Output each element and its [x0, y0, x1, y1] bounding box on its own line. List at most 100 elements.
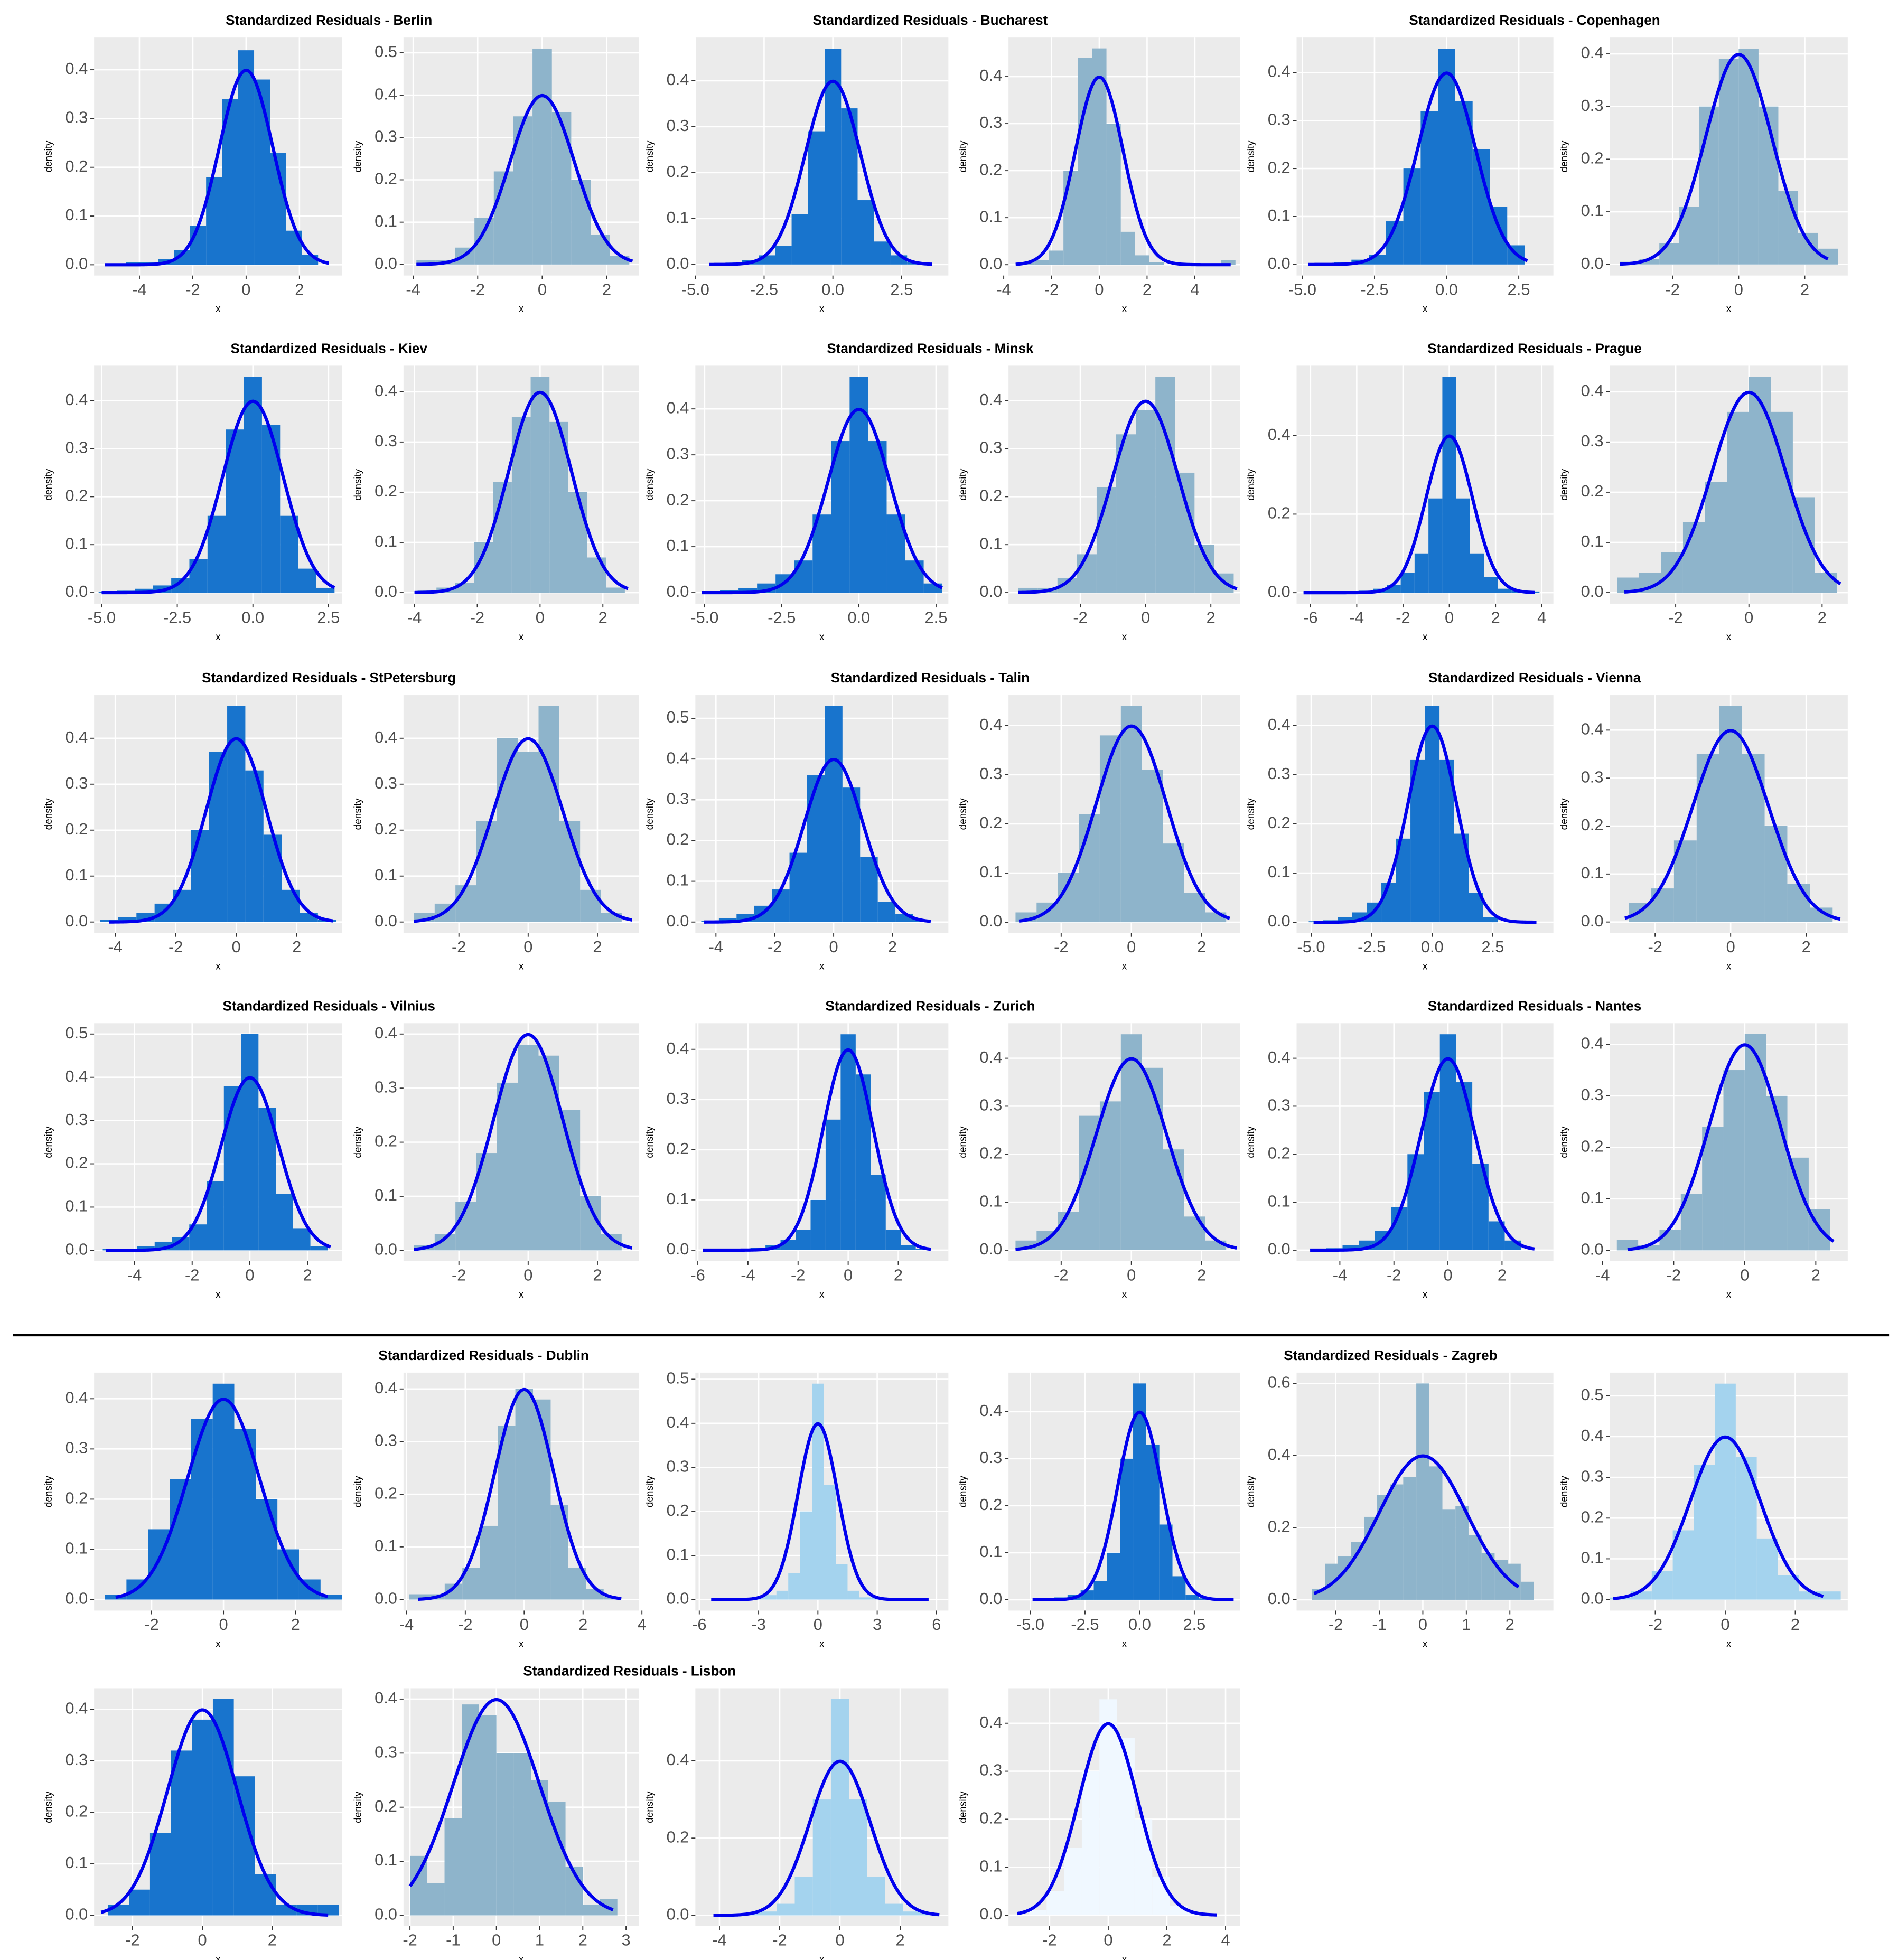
bar — [849, 1799, 867, 1916]
panel: -4 -2 0 2 0.0 0.1 0.2 0.3 0.4 x density — [1246, 1023, 1554, 1300]
density-curve — [1313, 724, 1537, 924]
bar — [256, 1499, 278, 1600]
x-tick-label: 0 — [523, 937, 532, 956]
x-tick-label: 0 — [1445, 608, 1454, 627]
bar — [1764, 826, 1788, 922]
x-tick-label: -2 — [185, 280, 200, 298]
y-tick-label: 0.3 — [375, 127, 397, 145]
y-tick-label: 0.1 — [979, 1542, 1002, 1561]
bar — [317, 1905, 339, 1916]
density-curve — [416, 93, 633, 266]
x-tick-label: -4 — [407, 608, 422, 627]
y-tick-label: 0.0 — [979, 1240, 1002, 1258]
y-tick-label: 0.2 — [979, 1495, 1002, 1514]
x-tick-label: 2 — [1491, 608, 1500, 627]
x-tick-label: 2 — [894, 1265, 903, 1284]
bar — [1414, 553, 1429, 593]
y-tick-label: 0.3 — [979, 764, 1002, 783]
y-axis-title: density — [43, 1476, 54, 1508]
y-tick-label: 0.0 — [979, 1905, 1002, 1923]
y-tick-label: 0.0 — [1581, 254, 1604, 273]
x-tick-label: 2 — [292, 937, 301, 956]
y-tick-label: 0.4 — [1268, 1048, 1291, 1066]
bar — [874, 241, 891, 265]
x-axis-title: x — [216, 1954, 221, 1960]
y-tick-label: 0.0 — [1268, 1589, 1291, 1608]
bar — [903, 1911, 921, 1916]
bar — [1120, 231, 1135, 265]
y-tick-label: 0.2 — [1268, 1143, 1291, 1162]
bar — [583, 1905, 600, 1916]
x-tick-label: -5.0 — [1297, 937, 1325, 956]
x-tick-label: 4 — [1221, 1931, 1230, 1949]
x-tick-label: 0 — [1141, 608, 1150, 627]
y-tick-label: 0.2 — [65, 1154, 88, 1172]
chart-title: Standardized Residuals - Dublin — [378, 1347, 588, 1363]
x-tick-label: -3 — [751, 1615, 765, 1634]
y-tick-label: 0.2 — [1581, 149, 1604, 167]
x-tick-label: 0 — [844, 1265, 853, 1284]
y-tick-label: 0.2 — [979, 1143, 1002, 1162]
y-tick-label: 0.3 — [979, 1761, 1002, 1779]
x-tick-label: -1 — [1372, 1615, 1386, 1634]
x-axis-title: x — [519, 1954, 524, 1960]
bar — [857, 200, 874, 265]
y-tick-label: 0.0 — [979, 254, 1002, 273]
bar — [515, 1389, 534, 1600]
bar — [764, 1595, 777, 1600]
y-tick-label: 0.0 — [667, 254, 689, 273]
bar — [842, 787, 861, 922]
y-tick-label: 0.4 — [667, 1413, 689, 1431]
density-curve — [1310, 1057, 1535, 1252]
bar — [1520, 1581, 1534, 1600]
y-tick-label: 0.3 — [375, 774, 397, 792]
y-tick-label: 0.2 — [375, 1797, 397, 1815]
bar — [479, 1715, 497, 1916]
panel: -6 -4 -2 0 2 0.0 0.1 0.2 0.3 0.4 x density — [644, 1023, 949, 1300]
x-tick-label: 2 — [593, 1265, 602, 1284]
y-tick-label: 0.3 — [667, 789, 689, 808]
x-tick-label: 2 — [602, 280, 611, 298]
bar — [901, 1245, 916, 1250]
chart-title: Standardized Residuals - Vienna — [1428, 670, 1641, 686]
bar — [1338, 917, 1352, 923]
chart-title: Standardized Residuals - Kiev — [231, 340, 428, 356]
bar — [808, 131, 825, 265]
bar — [320, 1595, 342, 1600]
density-curve — [1624, 729, 1841, 921]
y-axis-title: density — [352, 1791, 363, 1823]
density-curve — [1015, 1057, 1237, 1251]
y-tick-label: 0.2 — [979, 1809, 1002, 1827]
bar — [1081, 1771, 1100, 1916]
bar — [129, 1889, 150, 1916]
density-curve — [1017, 1722, 1217, 1917]
x-tick-label: 0 — [1726, 937, 1735, 956]
bar — [1651, 1571, 1673, 1600]
bar — [1390, 1484, 1404, 1600]
panel: -4 -2 0 2 0.0 0.1 0.2 0.3 0.4 x density — [43, 37, 342, 315]
density-curve — [1303, 434, 1535, 595]
x-tick-label: 2 — [295, 280, 304, 298]
bar — [1694, 1465, 1715, 1600]
panel: -2 0 2 0.0 0.1 0.2 0.3 0.4 x density — [1559, 37, 1848, 315]
x-tick-label: -5.0 — [1016, 1615, 1044, 1634]
y-tick-label: 0.1 — [375, 212, 397, 230]
x-tick-label: -2.5 — [1358, 937, 1386, 956]
bar — [772, 889, 790, 922]
x-axis-title: x — [1423, 1289, 1428, 1300]
panel: -5.0 -2.5 0.0 2.5 0.0 0.1 0.2 0.3 0.4 x density — [958, 1372, 1240, 1649]
y-tick-label: 0.1 — [1581, 1549, 1604, 1567]
y-tick-label: 0.5 — [667, 1369, 689, 1387]
bar — [559, 1110, 581, 1251]
bar — [867, 1877, 885, 1916]
x-tick-label: 3 — [622, 1931, 631, 1949]
y-tick-label: 0.2 — [667, 1139, 689, 1158]
x-tick-label: -4 — [1333, 1265, 1347, 1284]
y-tick-label: 0.4 — [375, 381, 397, 400]
bar — [191, 830, 209, 922]
y-tick-label: 0.2 — [1581, 1507, 1604, 1526]
x-axis-title: x — [1122, 1954, 1127, 1960]
y-tick-label: 0.4 — [1268, 425, 1291, 444]
panel: -4 -2 0 2 0.0 0.1 0.2 0.3 0.4 x density — [43, 695, 342, 972]
y-tick-label: 0.4 — [1581, 1426, 1604, 1445]
